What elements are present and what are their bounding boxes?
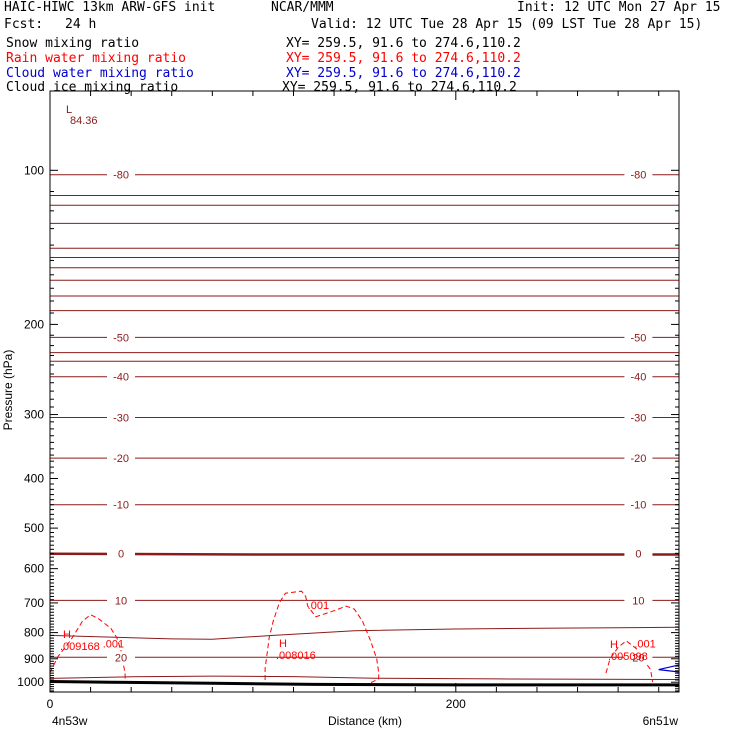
y-tick-label: 200 <box>24 317 44 331</box>
x-start-label: 4n53w <box>52 714 88 728</box>
contour-label-bg <box>107 452 136 465</box>
contour-label-bg <box>107 168 136 181</box>
terrain-line <box>49 680 679 687</box>
terrain <box>49 680 679 687</box>
low-marker: L <box>66 104 72 116</box>
contour-label-bg <box>624 594 653 607</box>
cloud-water-contour <box>658 664 680 673</box>
contour-label-bg <box>624 331 653 344</box>
temperature-contour-label: -80 <box>630 170 646 182</box>
y-tick-label: 100 <box>24 163 44 177</box>
y-axis-label: Pressure (hPa) <box>1 350 15 431</box>
temperature-contour-label: 0 <box>118 549 124 561</box>
temperature-contours <box>49 174 680 680</box>
legend-snow-label: Snow mixing ratio <box>6 36 140 51</box>
high-value-1: .009168 <box>60 641 100 653</box>
high-marker-3: H <box>610 639 618 651</box>
temperature-contour-label: -30 <box>630 412 646 424</box>
legend-rain-xy: XY= 259.5, 91.6 to 274.6,110.2 <box>286 51 521 66</box>
contour-label-bg <box>624 411 653 424</box>
temperature-contour-label: -50 <box>113 332 129 344</box>
header-fcst-label: Fcst: <box>4 17 44 32</box>
y-tick-label: 1000 <box>17 675 44 689</box>
legend-cloud-water-label: Cloud water mixing ratio <box>6 66 194 81</box>
header-fcst-value: 24 h <box>65 17 97 32</box>
temperature-contour-label: 10 <box>115 595 127 607</box>
contour-label-bg <box>107 331 136 344</box>
temperature-contour-label: 20 <box>632 652 644 664</box>
contour-label-bg <box>624 452 653 465</box>
rain-mixing-contour <box>49 614 126 680</box>
temperature-contour <box>49 675 680 680</box>
contour-label-bg <box>107 498 136 511</box>
high-marker-2: H <box>279 638 287 650</box>
temperature-contour-label: 0 <box>635 549 641 561</box>
contour-label-bg <box>624 547 653 560</box>
high-value-2: .008016 <box>276 650 316 662</box>
contour-label-bg <box>624 168 653 181</box>
y-tick-label: 700 <box>24 596 44 610</box>
temperature-contour <box>49 552 679 556</box>
temperature-contour-label: -50 <box>630 332 646 344</box>
rain-mixing-contour <box>264 590 380 684</box>
temperature-contour-label: -40 <box>113 372 129 384</box>
temperature-contour-label: 20 <box>115 652 127 664</box>
temperature-contour-label: 10 <box>632 595 644 607</box>
high-value-3: .005098 <box>608 651 648 663</box>
y-tick-label: 400 <box>24 472 44 486</box>
temperature-contour-label: -20 <box>113 453 129 465</box>
y-tick-label: 300 <box>24 408 44 422</box>
y-tick-label: 500 <box>24 521 44 535</box>
rain-contour-label: .001 <box>308 600 329 612</box>
high-marker-1: H <box>63 629 71 641</box>
low-value: 84.36 <box>70 115 98 127</box>
temperature-contour-label: -10 <box>630 500 646 512</box>
temperature-contour-label: -80 <box>113 170 129 182</box>
contour-label-bg <box>107 370 136 383</box>
contour-label-bg <box>624 498 653 511</box>
header-source: NCAR/MMM <box>271 0 334 15</box>
header-init: Init: 12 UTC Mon 27 Apr 15 <box>517 0 721 15</box>
y-tick-label: 600 <box>24 562 44 576</box>
x-end-label: 6n51w <box>643 714 679 728</box>
contour-label-bg <box>624 651 653 664</box>
contour-label-bg <box>107 411 136 424</box>
legend-cloud-water-xy: XY= 259.5, 91.6 to 274.6,110.2 <box>286 66 521 81</box>
legend-rain-label: Rain water mixing ratio <box>6 51 187 66</box>
temperature-contour-label: -30 <box>113 412 129 424</box>
cloud-water-contours <box>658 664 680 673</box>
header-valid: Valid: 12 UTC Tue 28 Apr 15 (09 LST Tue … <box>311 17 703 32</box>
temperature-contour-label: -20 <box>630 453 646 465</box>
plot-frame <box>49 90 680 693</box>
contour-labels: -80 -80 -50 -50 -40 -40 -30 -30 -20 -20 -10 -10 0 0 10… <box>103 168 656 664</box>
legend-snow-xy: XY= 259.5, 91.6 to 274.6,110.2 <box>286 36 521 51</box>
rain-contours <box>49 590 654 684</box>
rain-contour-label: .001 <box>103 638 124 650</box>
y-tick-label: 800 <box>24 626 44 640</box>
y-tick-label: 900 <box>24 652 44 666</box>
header-title: HAIC-HIWC 13km ARW-GFS init <box>4 0 216 15</box>
contour-label-bg <box>107 594 136 607</box>
contour-label-bg <box>107 547 136 560</box>
contour-label-bg <box>624 370 653 383</box>
contour-label-bg <box>107 651 136 664</box>
rain-mixing-contour <box>605 640 654 683</box>
temperature-contour-label: -40 <box>630 372 646 384</box>
x-tick-label: 0 <box>47 697 54 711</box>
rain-contour-label: .001 <box>634 638 655 650</box>
temperature-contour <box>49 626 680 640</box>
x-tick-label: 200 <box>446 697 466 711</box>
x-axis-label: Distance (km) <box>328 714 402 728</box>
temperature-contour-label: -10 <box>113 500 129 512</box>
